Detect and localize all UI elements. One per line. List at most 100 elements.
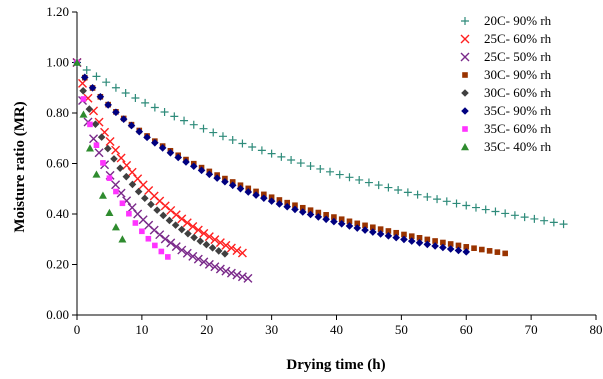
data-point: [394, 185, 403, 194]
data-layer: [72, 58, 568, 283]
data-point: [100, 160, 106, 166]
data-point: [131, 94, 140, 103]
data-point: [119, 115, 128, 123]
data-point: [165, 216, 174, 225]
data-point: [423, 192, 432, 201]
legend-label: 25C- 60% rh: [484, 31, 552, 46]
legend-label: 20C- 90% rh: [484, 13, 552, 28]
data-point: [189, 162, 198, 171]
data-point: [80, 96, 87, 102]
data-point: [221, 240, 231, 250]
x-tick-label: 40: [330, 322, 343, 337]
data-point: [510, 211, 519, 220]
data-point: [292, 202, 298, 209]
data-point: [128, 180, 137, 189]
x-tick-label: 20: [200, 322, 213, 337]
data-point: [471, 203, 480, 212]
data-point: [330, 217, 338, 226]
data-point: [462, 248, 471, 256]
data-point: [268, 194, 275, 201]
data-point: [549, 218, 558, 227]
data-point: [283, 202, 291, 211]
data-point: [232, 246, 242, 256]
data-point: [182, 248, 192, 258]
legend-item: 25C- 60% rh: [460, 31, 552, 46]
legend-item: 30C- 60% rh: [461, 85, 552, 100]
data-point: [147, 200, 155, 209]
data-point: [299, 204, 306, 211]
data-point: [494, 249, 501, 255]
data-point: [110, 155, 118, 163]
data-point: [79, 110, 88, 118]
x-tick-label: 0: [74, 322, 81, 337]
data-point: [479, 246, 485, 253]
data-point: [306, 210, 315, 219]
legend-marker: [461, 107, 469, 115]
data-point: [87, 121, 93, 128]
data-point: [307, 207, 314, 213]
data-point: [119, 200, 126, 207]
data-point: [215, 238, 225, 248]
y-tick-label: 1.00: [46, 55, 69, 70]
legend-marker: [460, 52, 470, 62]
data-point: [171, 210, 181, 220]
data-point: [315, 209, 322, 216]
data-point: [92, 170, 101, 178]
legend-item: 35C- 40% rh: [461, 139, 552, 154]
data-point: [226, 268, 236, 278]
data-point: [248, 142, 257, 151]
data-point: [105, 137, 115, 147]
data-point: [423, 240, 432, 249]
data-point: [370, 224, 376, 231]
data-point: [213, 174, 221, 182]
data-point: [196, 237, 205, 245]
data-point: [455, 242, 462, 249]
data-point: [104, 144, 112, 153]
data-point: [392, 233, 400, 242]
data-point: [232, 270, 242, 280]
data-point: [159, 211, 168, 220]
data-point: [111, 180, 121, 190]
data-point: [314, 213, 323, 221]
data-point: [88, 83, 97, 92]
data-point: [112, 108, 120, 117]
data-point: [416, 235, 423, 241]
data-point: [384, 183, 393, 192]
data-point: [501, 209, 510, 218]
data-point: [182, 158, 190, 166]
data-point: [530, 214, 539, 223]
data-point: [166, 205, 176, 215]
legend-marker: [460, 34, 470, 44]
data-point: [166, 238, 176, 248]
data-point: [204, 232, 214, 242]
data-point: [393, 229, 399, 236]
data-point: [431, 242, 439, 250]
legend-label: 35C- 40% rh: [484, 139, 552, 154]
data-point: [306, 162, 315, 171]
legend-item: 35C- 90% rh: [461, 103, 552, 118]
data-point: [177, 225, 186, 234]
data-point: [257, 146, 266, 155]
x-tick-label: 60: [460, 322, 473, 337]
legend-marker: [462, 126, 468, 132]
data-point: [267, 197, 276, 205]
data-point: [209, 128, 218, 137]
data-point: [182, 218, 192, 228]
data-point: [210, 235, 220, 245]
y-tick-label: 1.20: [46, 4, 69, 19]
y-tick-label: 0.60: [46, 156, 69, 171]
data-point: [171, 242, 181, 252]
data-point: [184, 229, 192, 238]
data-point: [188, 222, 198, 231]
y-axis-title: Moisture ratio (MR): [12, 101, 28, 232]
data-point: [298, 208, 307, 216]
data-point: [243, 273, 253, 283]
data-point: [153, 206, 161, 214]
data-point: [338, 216, 345, 223]
x-tick-label: 10: [135, 322, 148, 337]
data-point: [79, 86, 87, 95]
data-point: [442, 197, 451, 206]
legend-label: 35C- 60% rh: [484, 121, 552, 136]
data-point: [374, 181, 383, 190]
